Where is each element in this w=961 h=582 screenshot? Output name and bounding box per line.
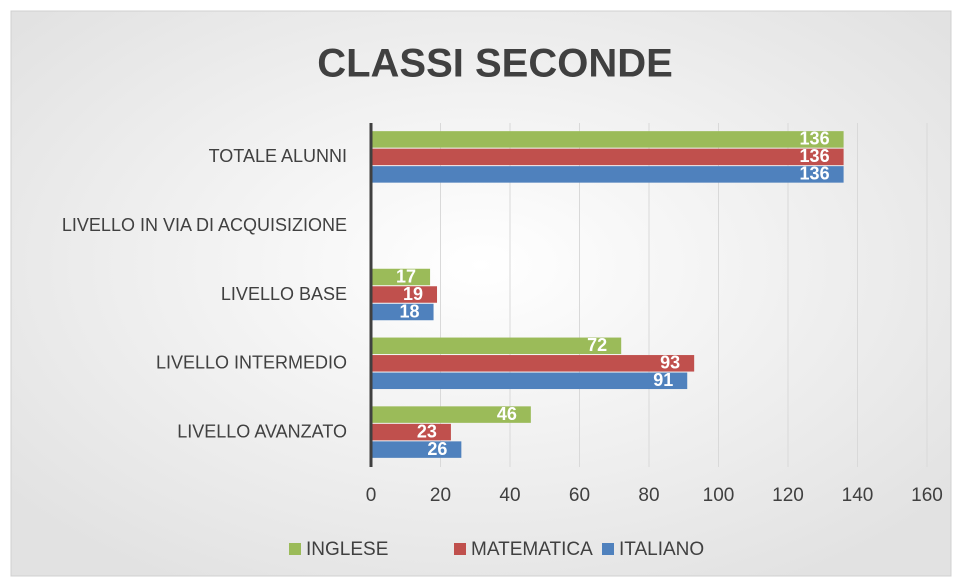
bar	[371, 372, 688, 390]
x-tick-label: 0	[366, 485, 377, 506]
legend-label: ITALIANO	[619, 539, 704, 560]
y-tick-label: LIVELLO INTERMEDIO	[156, 353, 347, 373]
y-tick-label: LIVELLO AVANZATO	[177, 421, 347, 441]
bar	[371, 166, 844, 183]
bar	[371, 131, 844, 148]
data-label: 26	[427, 439, 447, 459]
data-label: 19	[403, 284, 423, 304]
x-tick-label: 40	[499, 485, 520, 506]
x-tick-label: 100	[703, 485, 735, 506]
legend-swatch	[602, 543, 614, 555]
bar	[371, 441, 462, 458]
bar	[371, 268, 431, 286]
bar	[371, 303, 434, 321]
data-label: 136	[800, 129, 830, 149]
bar	[371, 406, 531, 423]
data-label: 91	[653, 370, 673, 390]
legend-label: INGLESE	[306, 539, 388, 560]
y-tick-label: TOTALE ALUNNI	[209, 146, 347, 166]
data-label: 136	[800, 164, 830, 184]
legend-swatch	[454, 543, 466, 555]
chart-title: CLASSI SECONDE	[317, 42, 673, 86]
bar	[371, 148, 844, 166]
x-tick-label: 80	[638, 485, 659, 506]
data-label: 46	[497, 404, 517, 424]
legend-swatch	[289, 543, 301, 555]
data-label: 93	[660, 353, 680, 373]
x-tick-label: 20	[430, 485, 451, 506]
bar	[371, 286, 438, 303]
legend-label: MATEMATICA	[471, 539, 593, 560]
x-tick-label: 60	[569, 485, 590, 506]
data-label: 17	[396, 266, 416, 286]
bar	[371, 355, 695, 372]
x-tick-label: 140	[842, 485, 874, 506]
data-label: 72	[587, 335, 607, 355]
x-tick-label: 120	[772, 485, 804, 506]
data-label: 18	[400, 301, 420, 321]
data-label: 23	[417, 421, 437, 441]
bar	[371, 423, 451, 441]
y-tick-label: LIVELLO BASE	[221, 284, 347, 304]
bar	[371, 337, 622, 355]
chart-background	[10, 10, 952, 577]
x-tick-label: 160	[911, 485, 943, 506]
data-label: 136	[800, 146, 830, 166]
y-tick-label: LIVELLO IN VIA DI ACQUISIZIONE	[62, 215, 347, 235]
